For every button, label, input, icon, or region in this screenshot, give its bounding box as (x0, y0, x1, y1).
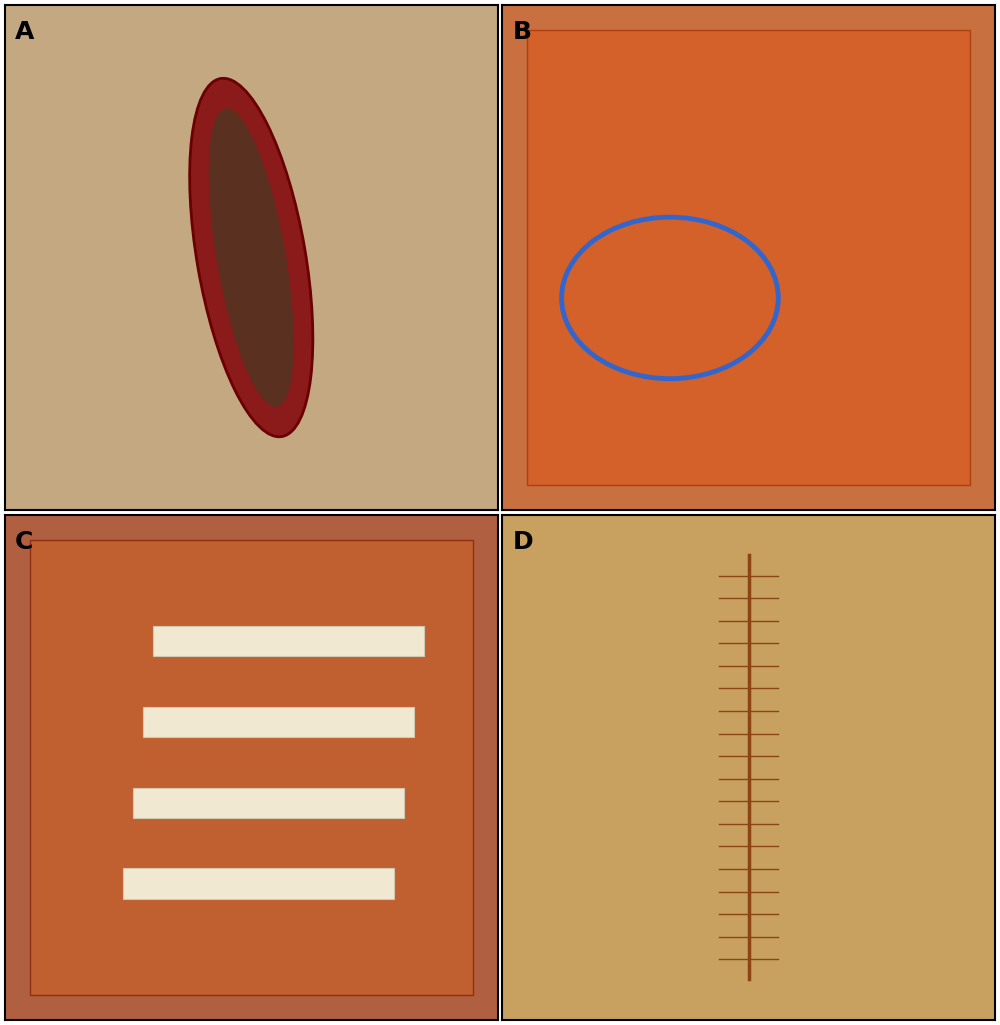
Bar (143, 707, 414, 737)
Bar (123, 868, 394, 899)
Ellipse shape (190, 78, 313, 437)
Bar (153, 626, 424, 656)
Text: D: D (512, 530, 533, 555)
Text: C: C (15, 530, 33, 555)
Text: B: B (512, 20, 531, 44)
Bar (133, 787, 404, 818)
Text: A: A (15, 20, 34, 44)
Ellipse shape (209, 109, 294, 407)
